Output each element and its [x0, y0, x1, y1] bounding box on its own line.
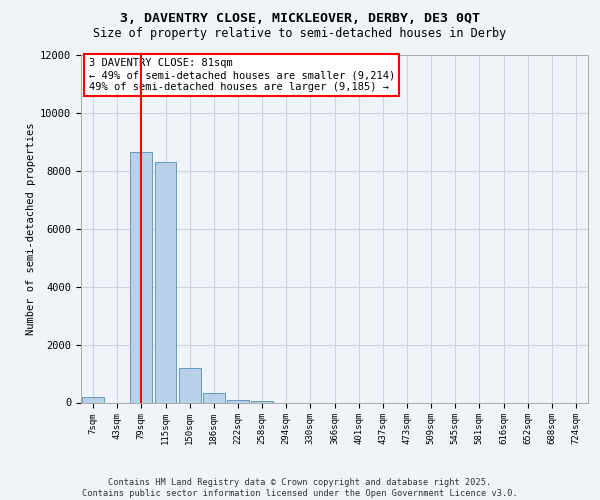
Text: Size of property relative to semi-detached houses in Derby: Size of property relative to semi-detach…	[94, 28, 506, 40]
Bar	[179, 368, 200, 402]
Text: Contains HM Land Registry data © Crown copyright and database right 2025.
Contai: Contains HM Land Registry data © Crown c…	[82, 478, 518, 498]
Bar	[251, 401, 273, 402]
Bar	[203, 393, 224, 402]
Y-axis label: Number of semi-detached properties: Number of semi-detached properties	[26, 122, 36, 335]
Bar	[130, 152, 152, 403]
Bar	[155, 162, 176, 402]
Bar	[227, 400, 249, 402]
Text: 3 DAVENTRY CLOSE: 81sqm
← 49% of semi-detached houses are smaller (9,214)
49% of: 3 DAVENTRY CLOSE: 81sqm ← 49% of semi-de…	[89, 58, 395, 92]
Bar	[82, 396, 104, 402]
Text: 3, DAVENTRY CLOSE, MICKLEOVER, DERBY, DE3 0QT: 3, DAVENTRY CLOSE, MICKLEOVER, DERBY, DE…	[120, 12, 480, 26]
